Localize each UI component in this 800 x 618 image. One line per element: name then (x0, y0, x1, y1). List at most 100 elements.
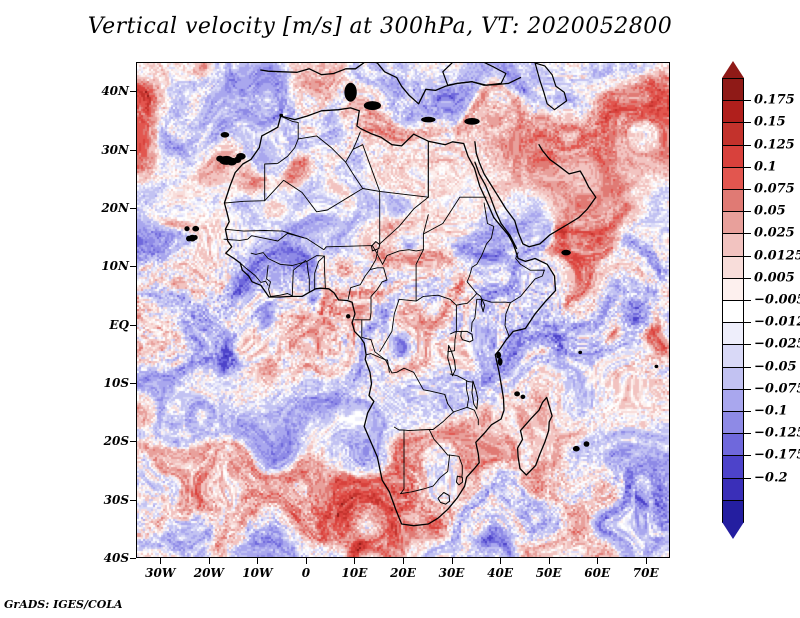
colorbar-swatch (722, 233, 744, 257)
map-outline (306, 260, 310, 293)
island-marker (186, 235, 192, 242)
map-outline (224, 228, 305, 239)
lon-tick-mark (160, 558, 162, 564)
map-outline (415, 214, 429, 302)
colorbar-tick-label: −0.125 (754, 425, 800, 441)
map-outline (516, 396, 553, 476)
map-outline (347, 249, 379, 300)
lon-tick-mark (645, 558, 647, 564)
lon-tick-mark (208, 558, 210, 564)
lon-tick-label: 10E (341, 566, 368, 580)
map-outline (382, 249, 424, 265)
lat-tick-label: 30S (103, 492, 129, 507)
colorbar-tick-label: −0.075 (754, 381, 800, 397)
map-outline (471, 380, 479, 410)
island-marker (561, 249, 571, 256)
colorbar-arrow-down-icon (722, 522, 744, 539)
lat-tick-mark (130, 149, 136, 151)
colorbar-tick-mark (744, 411, 751, 412)
lat-tick-mark (130, 441, 136, 443)
colorbar-swatch (722, 344, 744, 368)
map-outline (509, 269, 545, 304)
colorbar-tick-mark (744, 477, 751, 479)
lat-tick-label: EQ (109, 317, 129, 332)
lon-tick-mark (500, 558, 502, 564)
colorbar-tick-mark (744, 211, 751, 213)
lat-tick-mark (130, 558, 136, 559)
colorbar-swatch (722, 277, 744, 301)
map-outline (352, 144, 381, 245)
lon-tick-mark (403, 558, 404, 564)
island-marker (220, 132, 230, 138)
map-outline (474, 141, 597, 248)
colorbar-tick-mark (744, 233, 751, 235)
map-outline (345, 131, 361, 163)
page-title: Vertical velocity [m/s] at 300hPa, VT: 2… (87, 14, 673, 39)
colorbar-swatch (722, 255, 744, 279)
map-outline (264, 115, 299, 202)
colorbar: 0.175 0.15 0.125 0.1 0.075 0.05 0.025 0.0125 0.0… (722, 61, 800, 539)
lon-tick-label: 60E (584, 566, 611, 580)
lon-tick-label: 50E (535, 566, 562, 580)
colorbar-swatch (722, 78, 744, 102)
lon-tick-mark (548, 558, 550, 564)
colorbar-tick-mark (744, 166, 751, 168)
lon-tick-mark (354, 558, 356, 564)
colorbar-tick-label: −0.025 (754, 336, 800, 352)
colorbar-tick-mark (744, 455, 751, 457)
colorbar-swatch (722, 433, 744, 457)
colorbar-tick-mark (744, 122, 751, 124)
map-outline (474, 141, 477, 154)
colorbar-swatch (722, 499, 744, 523)
map-outline (361, 319, 449, 405)
island-marker (583, 441, 590, 447)
colorbar-swatch (722, 455, 744, 479)
map-outline (450, 298, 473, 335)
island-marker (192, 225, 200, 232)
colorbar-tick-label: −0.005 (754, 292, 800, 308)
map-outline (291, 259, 307, 297)
map-frame (136, 62, 670, 558)
lon-tick-label: 70E (632, 566, 659, 580)
colorbar-tick-label: 0.15 (754, 114, 786, 130)
colorbar-tick-mark (744, 189, 751, 190)
map-outline (314, 255, 325, 290)
map-outline (480, 298, 486, 313)
map-outline (460, 330, 474, 343)
map-outline (400, 454, 451, 495)
island-marker (236, 153, 246, 160)
map-outline (270, 293, 293, 297)
lon-tick-label: 30W (145, 566, 176, 580)
map-outline (379, 196, 429, 245)
island-marker (346, 314, 351, 319)
island-marker (496, 351, 502, 359)
colorbar-swatch (722, 300, 744, 324)
colorbar-tick-label: −0.2 (754, 470, 788, 486)
colorbar-tick-label: −0.1 (754, 403, 788, 419)
colorbar-tick-label: 0.075 (754, 181, 795, 197)
colorbar-tick-label: −0.05 (754, 359, 797, 375)
colorbar-tick-label: 0.0125 (754, 248, 800, 264)
lat-tick-label: 40N (101, 84, 129, 99)
island-marker (464, 118, 480, 125)
colorbar-swatch (722, 477, 744, 501)
map-outline (385, 359, 390, 373)
colorbar-tick-label: 0.005 (754, 270, 795, 286)
colorbar-swatch (722, 366, 744, 390)
map-outline (400, 429, 405, 495)
map-outline (297, 135, 364, 189)
map-outline (437, 492, 451, 505)
attribution-footer: GrADS: IGES/COLA (4, 598, 123, 611)
lat-tick-label: 40S (103, 551, 129, 565)
colorbar-tick-mark (744, 322, 751, 324)
map-outline (239, 262, 269, 286)
lat-tick-mark (130, 266, 136, 268)
colorbar-tick-label: 0.125 (754, 137, 795, 153)
colorbar-swatch (722, 122, 744, 146)
island-marker (216, 155, 224, 162)
colorbar-tick-mark (744, 388, 751, 390)
colorbar-arrow-up-icon (722, 61, 744, 78)
colorbar-tick-mark (744, 366, 751, 368)
map-outline (449, 373, 474, 383)
map-outline (393, 426, 430, 432)
